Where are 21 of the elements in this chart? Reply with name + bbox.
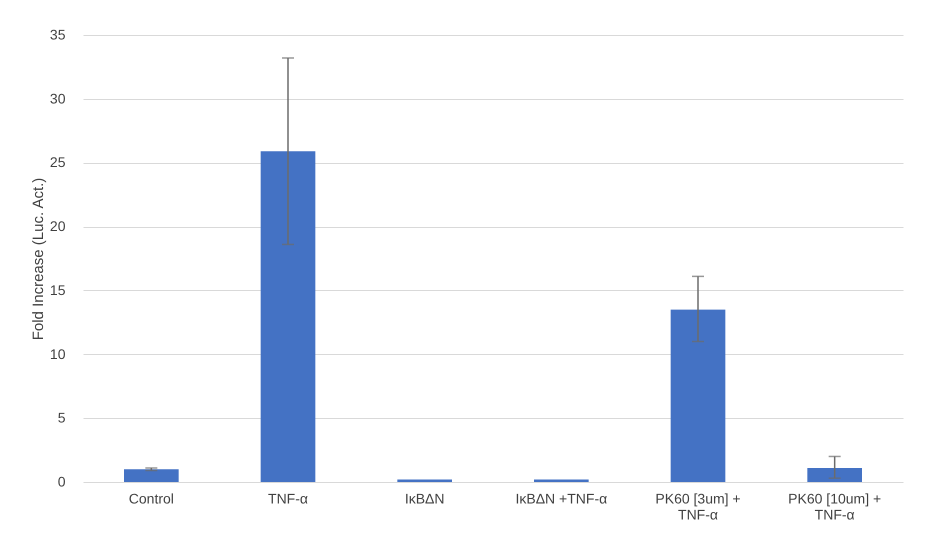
bar <box>670 310 726 482</box>
x-tick-label: PK60 [3um] + TNF-α <box>655 490 741 522</box>
y-axis-title: Fold Increase (Luc. Act.) <box>30 178 47 340</box>
x-tick-label: PK60 [10um] + TNF-α <box>788 490 882 522</box>
y-tick-label: 10 <box>50 346 66 362</box>
bar <box>534 479 589 482</box>
bar <box>807 468 862 482</box>
y-tick-label: 15 <box>50 282 66 298</box>
bar <box>397 479 452 482</box>
x-tick-label: Control <box>128 490 174 506</box>
x-tick-label: IκBΔN <box>404 490 445 506</box>
y-tick-label: 35 <box>50 26 66 42</box>
bar <box>124 469 179 482</box>
y-tick-label: 30 <box>50 90 66 106</box>
y-tick-label: 25 <box>50 154 66 170</box>
bar <box>260 151 316 482</box>
x-tick-label: IκBΔN +TNF-α <box>515 490 608 506</box>
x-tick-label: TNF-α <box>268 490 308 506</box>
y-tick-label: 5 <box>58 410 66 426</box>
y-tick-label: 20 <box>50 218 66 234</box>
y-tick-label: 0 <box>58 474 66 490</box>
